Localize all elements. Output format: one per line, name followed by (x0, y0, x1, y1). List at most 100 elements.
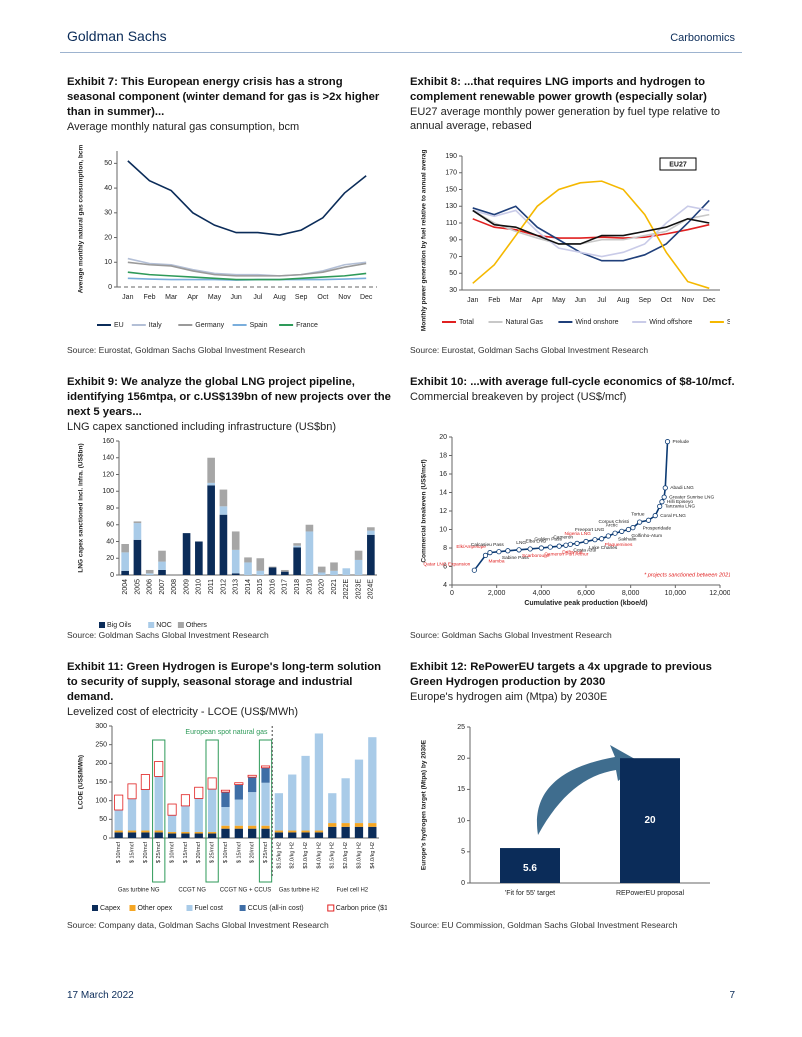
bar-segment (207, 777, 217, 790)
legend-label: NOC (156, 622, 172, 629)
bar-segment (207, 457, 215, 483)
point (661, 494, 667, 500)
point-label: Prosperidade (643, 525, 672, 531)
bar-segment (354, 759, 364, 824)
bar-segment (231, 549, 240, 574)
bar-segment (114, 830, 123, 833)
bar-segment (368, 823, 377, 827)
point (505, 548, 511, 554)
exhibit: Exhibit 10: ...with average full-cycle e… (410, 375, 735, 660)
x-tick-label: Dec (360, 294, 373, 301)
y-tick-label: 130 (445, 203, 457, 210)
legend-label: Solar (727, 319, 730, 326)
bar-segment (114, 832, 123, 838)
legend-label: Total (459, 319, 474, 326)
point-label: Sakhalin (618, 536, 637, 542)
exhibit: Exhibit 8: ...that requires LNG imports … (410, 75, 735, 360)
bar-segment (341, 823, 350, 827)
bar-segment (234, 828, 243, 838)
x-tick-label: 2024E (368, 579, 375, 600)
x-tick-label: May (552, 297, 566, 304)
bar-segment (288, 830, 297, 833)
y-axis-title: Monthly power generation by fuel relativ… (421, 150, 428, 331)
x-tick-label: 2013 (233, 579, 240, 595)
y-tick-label: 170 (445, 170, 457, 177)
bar-segment (305, 524, 314, 532)
bar-segment (368, 737, 377, 824)
point-label: Elba LNG (525, 538, 546, 544)
bar-segment (354, 826, 364, 838)
x-tick-label: $3.0/kg H2 (356, 842, 362, 869)
exhibit-title: Exhibit 12: RePowerEU targets a 4x upgra… (410, 661, 712, 688)
point (662, 485, 668, 491)
point-label: Freeport LNG (575, 527, 605, 533)
bar-segment (261, 767, 270, 783)
line (127, 160, 367, 236)
legend-label: Wind onshore (575, 319, 618, 326)
bar (500, 848, 560, 883)
x-tick-label: $ 20/mcf (250, 842, 256, 864)
y-axis-title: Europe's hydrogen target (Mtpa) by 2030E (421, 739, 428, 870)
x-tick-label: 2007 (159, 579, 166, 595)
bar-segment (268, 566, 277, 568)
bar-segment (234, 784, 243, 800)
bar-segment (247, 774, 257, 778)
x-tick-label: 2019 (306, 579, 313, 595)
bar-segment (194, 833, 203, 838)
x-tick-label: 4,000 (533, 590, 551, 597)
bar-segment (260, 765, 271, 769)
x-tick-label: 2010 (196, 579, 203, 595)
exhibit-title: Exhibit 11: Green Hydrogen is Europe's l… (67, 661, 382, 703)
chart: 0 50 100 150 200 250 300 LCOE (US$/MWh) $ 10/mcf… (78, 723, 387, 912)
y-tick-label: 50 (99, 816, 107, 823)
point (664, 439, 671, 445)
point (563, 542, 569, 548)
x-tick-label: $2.0/kg H2 (290, 842, 296, 869)
bar-segment (317, 566, 326, 573)
x-tick-label: Apr (532, 297, 544, 304)
y-tick-label: 20 (106, 555, 114, 562)
bar-segment (231, 531, 240, 550)
y-tick-label: 5 (461, 849, 465, 856)
header-rule (60, 52, 742, 53)
x-tick-label: 2005 (134, 579, 141, 595)
exhibit-subtitle: Europe's hydrogen aim (Mtpa) by 2030E (410, 691, 608, 703)
x-tick-label: $2.0/kg H2 (343, 842, 349, 869)
highlight-box (258, 739, 273, 883)
point (547, 544, 553, 550)
exhibit-title: Exhibit 9: We analyze the global LNG pro… (67, 376, 391, 418)
y-tick-label: 20 (439, 434, 447, 441)
group-label: Gas turbine H2 (279, 888, 320, 894)
group-label: Gas turbine NG (118, 888, 160, 894)
bar-segment (114, 810, 123, 831)
bar-segment (274, 793, 284, 831)
bar-segment (127, 830, 137, 833)
bar-segment (141, 789, 150, 831)
arrow (536, 745, 642, 835)
point-label: Lake Charles (589, 545, 618, 551)
exhibit-subtitle: LNG capex sanctioned including infrastru… (67, 421, 337, 433)
bar-segment (248, 792, 257, 826)
legend-label: Germany (195, 322, 224, 329)
y-axis-title: LCOE (US$/MWh) (78, 755, 85, 809)
y-tick-label: 0 (110, 572, 114, 579)
point-label: Tortue (631, 512, 645, 518)
bar-segment (305, 531, 314, 575)
bar-segment (301, 755, 310, 831)
y-tick-label: 200 (95, 760, 107, 767)
legend-swatch (148, 622, 155, 628)
x-tick-label: $ 25/mcf (156, 842, 162, 864)
point (630, 525, 636, 531)
chart: 0 10 20 30 40 50 Average monthly natural gas c… (78, 145, 377, 329)
x-tick-label: Sep (295, 294, 308, 301)
bar-segment (314, 830, 324, 833)
bar-segment (221, 828, 230, 838)
y-tick-label: 30 (449, 287, 457, 294)
point (471, 567, 477, 573)
x-tick-label: Jun (575, 297, 586, 304)
chart: 0 20 40 60 80 100 120 140 160 LNG capex sanctione… (78, 438, 377, 629)
bar-segment (328, 823, 337, 827)
bar-segment (170, 574, 179, 575)
bar-segment (207, 833, 217, 838)
x-tick-label: 2006 (147, 579, 154, 595)
